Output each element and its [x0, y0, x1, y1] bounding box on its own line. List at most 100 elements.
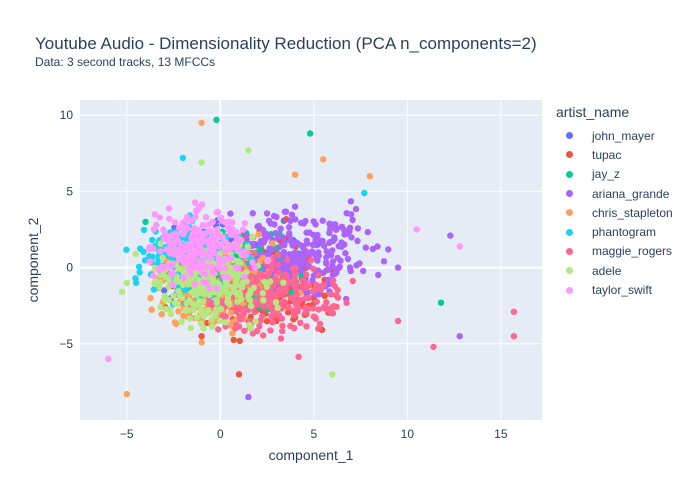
scatter-point: [182, 306, 190, 313]
scatter-point: [310, 313, 317, 320]
scatter-point: [360, 267, 367, 275]
scatter-point: [123, 390, 130, 398]
scatter-point: [213, 299, 221, 307]
scatter-point: [430, 343, 437, 351]
scatter-point: [313, 298, 320, 305]
scatter-point: [334, 254, 341, 262]
scatter-point: [320, 269, 327, 276]
scatter-point: [315, 272, 322, 279]
scatter-point: [260, 332, 267, 339]
scatter-point: [290, 240, 298, 247]
scatter-point: [199, 257, 206, 264]
scatter-point: [279, 327, 286, 335]
scatter-point: [222, 319, 229, 326]
scatter-point: [263, 210, 271, 217]
scatter-point: [104, 355, 112, 363]
scatter-point: [315, 291, 323, 298]
scatter-point: [241, 327, 248, 334]
scatter-point: [271, 221, 278, 228]
scatter-point: [239, 283, 246, 291]
scatter-point: [304, 262, 311, 269]
scatter-point: [315, 306, 322, 313]
scatter-point: [162, 274, 169, 281]
scatter-point: [202, 214, 210, 221]
scatter-point: [315, 325, 322, 332]
legend-label: taylor_swift: [592, 283, 653, 298]
scatter-point: [260, 303, 268, 311]
scatter-point: [231, 231, 239, 238]
scatter-point: [394, 264, 402, 271]
legend-item-tupac[interactable]: tupac: [556, 145, 673, 164]
scatter-point: [170, 292, 177, 299]
scatter-point: [323, 248, 330, 255]
scatter-point: [263, 283, 270, 291]
scatter-point: [218, 214, 225, 222]
scatter-point: [313, 255, 320, 263]
scatter-point: [285, 303, 292, 310]
legend-title: artist_name: [556, 104, 630, 120]
scatter-point: [179, 154, 187, 162]
scatter-point: [277, 225, 284, 232]
scatter-point: [198, 159, 205, 166]
legend-item-jay-z[interactable]: jay_z: [556, 165, 673, 184]
legend-marker-icon: [566, 286, 573, 294]
legend-item-john-mayer[interactable]: john_mayer: [556, 126, 673, 145]
scatter-point: [333, 303, 340, 310]
legend-marker-icon: [566, 267, 573, 275]
scatter-point: [329, 263, 336, 270]
legend-item-chris-stapleton[interactable]: chris_stapleton: [556, 203, 673, 222]
legend-label: tupac: [592, 147, 622, 162]
scatter-point: [456, 333, 463, 340]
scatter-point: [304, 305, 311, 313]
scatter-point: [165, 205, 173, 212]
scatter-point: [361, 189, 368, 197]
scatter-point: [202, 270, 209, 278]
scatter-point: [174, 237, 181, 244]
legend-item-adele[interactable]: adele: [556, 261, 673, 280]
scatter-point: [321, 292, 328, 299]
scatter-point: [222, 239, 230, 246]
y-tick-label: 10: [60, 108, 74, 122]
scatter-point: [228, 254, 235, 261]
scatter-point: [354, 225, 362, 232]
scatter-point: [186, 257, 193, 265]
scatter-point: [206, 285, 213, 292]
scatter-point: [140, 248, 147, 255]
legend-item-maggie-rogers[interactable]: maggie_rogers: [556, 242, 673, 261]
scatter-point: [208, 265, 215, 272]
scatter-point: [148, 306, 155, 313]
scatter-point: [278, 290, 285, 298]
legend-marker-icon: [566, 247, 573, 255]
scatter-point: [200, 325, 207, 332]
scatter-point: [175, 308, 182, 315]
scatter-point: [303, 271, 310, 278]
scatter-point: [307, 257, 315, 264]
scatter-point: [268, 313, 275, 320]
scatter-point: [329, 310, 336, 317]
x-tick-label: 5: [310, 427, 317, 441]
legend-item-ariana-grande[interactable]: ariana_grande: [556, 184, 673, 203]
scatter-point: [239, 226, 247, 233]
scatter-point: [159, 263, 166, 270]
scatter-point: [362, 244, 369, 251]
scatter-point: [151, 280, 158, 288]
scatter-point: [332, 221, 339, 228]
scatter-point: [246, 321, 253, 329]
legend-item-taylor-swift[interactable]: taylor_swift: [556, 280, 673, 299]
scatter-point: [215, 254, 222, 261]
scatter-point: [213, 226, 221, 233]
scatter-point: [330, 277, 337, 284]
x-axis-title: component_1: [269, 447, 354, 463]
scatter-point: [309, 305, 317, 312]
scatter-point: [185, 297, 192, 304]
legend-item-phantogram[interactable]: phantogram: [556, 222, 673, 241]
scatter-point: [313, 281, 320, 288]
scatter-point: [261, 278, 268, 286]
scatter-point: [267, 327, 274, 334]
scatter-point: [191, 281, 198, 288]
scatter-point: [255, 231, 263, 238]
scatter-point: [326, 239, 333, 246]
scatter-point: [195, 248, 202, 255]
scatter-point: [212, 309, 219, 316]
scatter-point: [252, 318, 259, 325]
